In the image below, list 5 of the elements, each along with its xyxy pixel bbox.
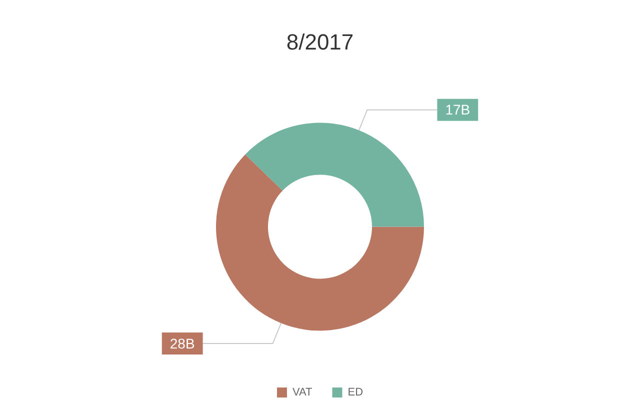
data-label: 28B bbox=[170, 335, 195, 352]
data-label: 17B bbox=[445, 102, 470, 118]
chart-title: 8/2017 bbox=[286, 29, 354, 54]
legend-label: ED bbox=[348, 386, 364, 399]
legend-label: VAT bbox=[292, 386, 313, 399]
